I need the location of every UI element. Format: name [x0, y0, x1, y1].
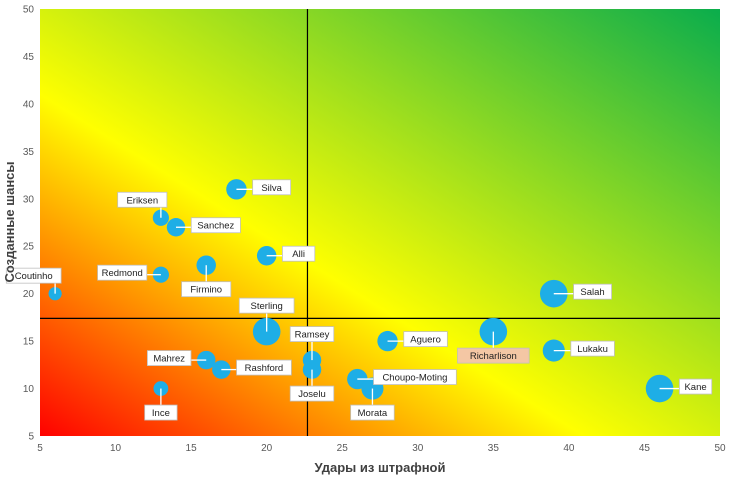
y-tick-label: 20: [23, 289, 35, 300]
y-tick-label: 5: [28, 432, 34, 443]
label-box-rashford: [236, 359, 292, 376]
y-tick-label: 25: [23, 242, 35, 253]
y-tick-label: 45: [23, 52, 35, 63]
y-tick-label: 50: [23, 5, 35, 16]
label-box-firmino: [181, 281, 232, 298]
x-axis-ticks: 5 10 15 20 25 30 35 40 45 50: [37, 443, 726, 454]
label-sterling: Sterling: [251, 301, 283, 312]
label-box-silva: [252, 179, 292, 196]
label-box-mahrez: [146, 350, 192, 366]
bubble-lukaku: [542, 339, 565, 362]
x-tick-label: 50: [714, 443, 726, 454]
label-box-kane: [678, 378, 713, 395]
label-box-joselu: [289, 385, 335, 402]
x-tick-label: 15: [186, 443, 198, 454]
label-box-richarlison: [457, 347, 530, 364]
label-box-ince: [144, 404, 178, 421]
label-choupo-moting: Choupo-Moting: [382, 373, 447, 384]
x-tick-label: 5: [37, 443, 43, 454]
label-eriksen: Eriksen: [126, 195, 158, 206]
label-sanchez: Sanchez: [197, 221, 234, 232]
label-morata: Morata: [358, 408, 388, 419]
label-redmond: Redmond: [102, 268, 143, 279]
label-box-lukaku: [570, 340, 615, 357]
label-silva: Silva: [261, 183, 282, 194]
label-ince: Ince: [152, 408, 170, 419]
x-tick-label: 20: [261, 443, 273, 454]
label-rashford: Rashford: [245, 363, 284, 374]
label-box-salah: [573, 283, 612, 300]
label-box-choupo-moting: [373, 369, 457, 385]
label-box-aguero: [403, 331, 448, 348]
y-tick-label: 15: [23, 337, 35, 348]
bubble-sterling: [252, 317, 281, 346]
label-coutinho: Coutinho: [15, 271, 53, 282]
x-tick-label: 45: [639, 443, 651, 454]
x-tick-label: 35: [488, 443, 500, 454]
y-tick-label: 40: [23, 99, 35, 110]
x-tick-label: 25: [337, 443, 349, 454]
label-box-eriksen: [117, 191, 168, 208]
y-tick-label: 30: [23, 194, 35, 205]
label-lukaku: Lukaku: [577, 344, 608, 355]
label-alli: Alli: [292, 249, 305, 260]
y-axis-title: Созданные шансы: [2, 162, 17, 283]
label-box-sanchez: [190, 217, 241, 234]
x-tick-label: 40: [563, 443, 575, 454]
label-box-redmond: [97, 264, 148, 281]
label-box-morata: [350, 404, 395, 421]
label-richarlison: Richarlison: [470, 351, 517, 362]
label-salah: Salah: [580, 287, 604, 298]
label-ramsey: Ramsey: [295, 330, 330, 341]
y-tick-label: 35: [23, 147, 35, 158]
y-axis-ticks: 5 10 15 20 25 30 35 40 45 50: [23, 5, 35, 443]
label-box-coutinho: [5, 267, 62, 284]
label-kane: Kane: [684, 382, 706, 393]
label-mahrez: Mahrez: [153, 354, 185, 365]
label-box-ramsey: [289, 326, 335, 342]
x-tick-label: 10: [110, 443, 122, 454]
label-box-alli: [282, 245, 316, 262]
label-firmino: Firmino: [190, 285, 222, 296]
label-aguero: Aguero: [410, 335, 441, 346]
label-joselu: Joselu: [298, 389, 325, 400]
data-labels: Coutinho Redmond Eriksen Sanchez Silva Alli Fi…: [5, 179, 713, 421]
x-axis-title: Удары из штрафной: [314, 460, 445, 475]
x-tick-label: 30: [412, 443, 424, 454]
label-box-sterling: [238, 297, 295, 314]
y-tick-label: 10: [23, 384, 35, 395]
